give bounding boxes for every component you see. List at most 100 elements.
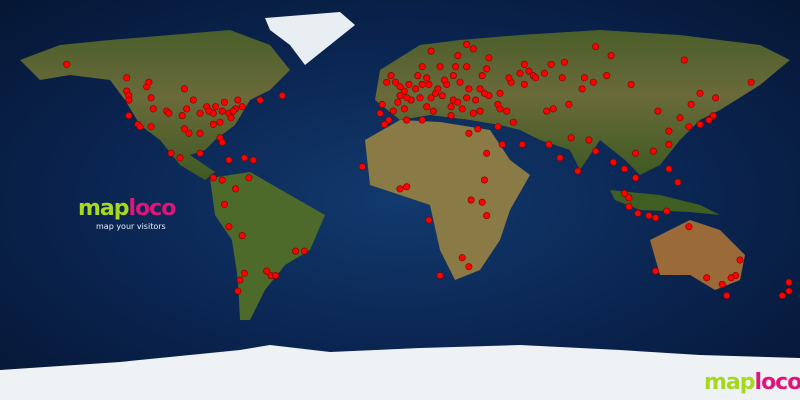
- australia: [650, 220, 745, 290]
- visitor-dot: [147, 123, 155, 131]
- visitor-dot: [687, 100, 695, 108]
- visitor-dot: [238, 103, 246, 111]
- visitor-dot: [709, 112, 717, 120]
- visitor-dot: [383, 78, 391, 86]
- visitor-dot: [249, 156, 257, 164]
- maploco-corner-logo[interactable]: maploco: [704, 370, 800, 395]
- visitor-dot: [425, 80, 433, 88]
- visitor-dot: [472, 96, 480, 104]
- visitor-dot: [469, 109, 477, 117]
- visitor-dot: [625, 203, 633, 211]
- visitor-dot: [418, 80, 426, 88]
- visitor-dot: [447, 103, 455, 111]
- visitor-dot: [518, 140, 526, 148]
- visitor-dot: [225, 223, 233, 231]
- visitor-dot: [578, 85, 586, 93]
- visitor-dot: [476, 107, 484, 115]
- visitor-dot: [496, 89, 504, 97]
- visitor-dot: [520, 60, 528, 68]
- visitor-dot: [478, 72, 486, 80]
- visitor-dot: [218, 176, 226, 184]
- visitor-dot: [498, 140, 506, 148]
- visitor-dot: [436, 63, 444, 71]
- visitor-dot: [385, 116, 393, 124]
- visitor-dot: [665, 127, 673, 135]
- visitor-dot: [147, 94, 155, 102]
- visitor-dot: [465, 263, 473, 271]
- visitor-dot: [378, 100, 386, 108]
- visitor-dot: [607, 52, 615, 60]
- visitor-dot: [560, 58, 568, 66]
- visitor-dot: [434, 85, 442, 93]
- visitor-dot: [256, 96, 264, 104]
- visitor-dot: [196, 149, 204, 157]
- visitor-dot: [785, 278, 793, 286]
- visitor-dot: [209, 174, 217, 182]
- visitor-dot: [454, 98, 462, 106]
- visitor-dot: [705, 116, 713, 124]
- visitor-dot: [483, 212, 491, 220]
- north-america: [20, 30, 290, 180]
- visitor-dot: [263, 267, 271, 275]
- visitor-dot: [585, 136, 593, 144]
- visitor-dot: [463, 40, 471, 48]
- corner-logo-part-loco: loco: [754, 370, 800, 395]
- corner-logo-part-map: map: [704, 370, 756, 395]
- visitor-dot: [196, 129, 204, 137]
- visitor-dot: [627, 80, 635, 88]
- visitor-dot: [454, 52, 462, 60]
- visitor-dot: [225, 156, 233, 164]
- logo-part-loco: loco: [128, 196, 177, 221]
- visitor-dot: [429, 107, 437, 115]
- visitor-dot: [272, 272, 280, 280]
- visitor-dot: [209, 109, 217, 117]
- visitor-dot: [403, 183, 411, 191]
- visitor-dot: [747, 78, 755, 86]
- visitor-dot: [718, 280, 726, 288]
- visitor-dot: [696, 89, 704, 97]
- visitor-dot: [483, 149, 491, 157]
- visitor-dot: [712, 94, 720, 102]
- visitor-dot: [547, 60, 555, 68]
- visitor-dot: [176, 154, 184, 162]
- visitor-dot: [149, 105, 157, 113]
- visitor-dot: [503, 107, 511, 115]
- visitor-dot: [238, 232, 246, 240]
- visitor-dot: [478, 198, 486, 206]
- visitor-dot: [165, 109, 173, 117]
- visitor-dots: [63, 40, 793, 300]
- visitor-dot: [456, 78, 464, 86]
- visitor-dot: [440, 76, 448, 84]
- visitor-dot: [240, 154, 248, 162]
- visitor-dot: [778, 292, 786, 300]
- visitor-dot: [525, 67, 533, 75]
- visitor-dot: [480, 176, 488, 184]
- visitor-dot: [469, 45, 477, 53]
- visitor-dot: [516, 69, 524, 77]
- visitor-dot: [494, 123, 502, 131]
- visitor-dot: [447, 112, 455, 120]
- visitor-dot: [389, 107, 397, 115]
- visitor-dot: [609, 158, 617, 166]
- visitor-dot: [227, 114, 235, 122]
- logo-part-map: map: [78, 196, 130, 221]
- visitor-dot: [652, 267, 660, 275]
- visitor-dot: [645, 212, 653, 220]
- visitor-dot: [380, 120, 388, 128]
- visitor-dot: [485, 54, 493, 62]
- visitor-dot: [387, 72, 395, 80]
- visitor-dot: [505, 74, 513, 82]
- visitor-dot: [236, 276, 244, 284]
- visitor-dot: [452, 63, 460, 71]
- visitor-dot: [394, 98, 402, 106]
- visitor-dot: [685, 123, 693, 131]
- greenland: [265, 12, 355, 65]
- maploco-logo[interactable]: maploco: [78, 196, 177, 221]
- visitor-dot: [696, 120, 704, 128]
- visitor-dot: [685, 223, 693, 231]
- visitor-dot: [209, 120, 217, 128]
- visitor-dot: [620, 165, 628, 173]
- visitor-dot: [220, 200, 228, 208]
- visitor-dot: [634, 209, 642, 217]
